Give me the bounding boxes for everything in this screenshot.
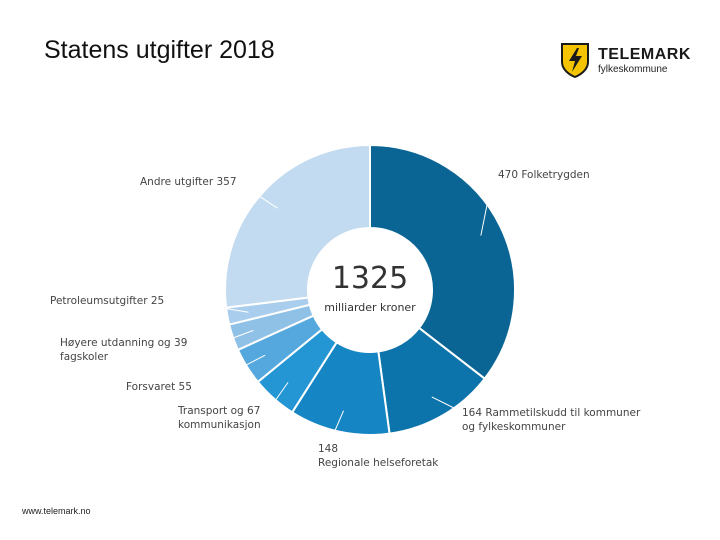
center-unit: milliarder kroner [324, 301, 416, 314]
slice-label: 164 Rammetilskudd til kommuner og fylkesk… [462, 407, 641, 433]
telemark-shield-icon [561, 43, 589, 78]
logo-subtitle: fylkeskommune [598, 64, 668, 75]
leader-lines [185, 179, 493, 443]
slice-label: 148 Regionale helseforetak [318, 443, 439, 469]
logo-name: TELEMARK [598, 46, 691, 63]
donut-slices [224, 143, 516, 436]
slice-label-line: Høyere utdanning og 39 [60, 337, 187, 349]
leader-line [269, 382, 289, 409]
slide-title: Statens utgifter 2018 [44, 36, 275, 64]
footer-url: www.telemark.no [22, 506, 91, 516]
slice-label-line: 164 Rammetilskudd til kommuner [462, 407, 641, 419]
slice-label-line: fagskoler [60, 351, 109, 363]
leader-line [249, 189, 278, 209]
telemark-logo: TELEMARK fylkeskommune [560, 42, 690, 82]
slice-label-line: Transport og 67 [177, 405, 260, 417]
leader-line [431, 396, 459, 411]
leader-line [329, 410, 345, 443]
slice-label-line: 470 Folketrygden [498, 169, 590, 181]
slice-label: 470 Folketrygden [498, 169, 590, 181]
slice-label: Transport og 67 kommunikasjon [177, 405, 261, 431]
slice-label: Høyere utdanning og 39 fagskoler [60, 337, 187, 363]
slice-label-line: Petroleumsutgifter 25 [50, 295, 164, 307]
leader-line [211, 329, 254, 347]
slice-label-line: kommunikasjon [178, 419, 261, 431]
slice-label-line: og fylkeskommuner [462, 421, 566, 433]
slice-label-line: Andre utgifter 357 [140, 176, 237, 188]
slice-label: Petroleumsutgifter 25 [50, 295, 164, 307]
center-total: 1325 [332, 261, 408, 296]
slice-label-line: Forsvaret 55 [126, 381, 192, 393]
donut-slice [369, 143, 516, 381]
slice-label-line: 148 [318, 443, 338, 455]
slice-label: Andre utgifter 357 [140, 176, 237, 188]
donut-slice [224, 143, 371, 309]
slice-label-line: Regionale helseforetak [318, 457, 439, 469]
leader-line [185, 301, 249, 313]
leader-line [201, 354, 266, 389]
slice-label: Forsvaret 55 [126, 381, 192, 393]
slice-labels: 470 Folketrygden 164 Rammetilskudd til ko… [50, 169, 641, 469]
leader-line [480, 179, 493, 236]
